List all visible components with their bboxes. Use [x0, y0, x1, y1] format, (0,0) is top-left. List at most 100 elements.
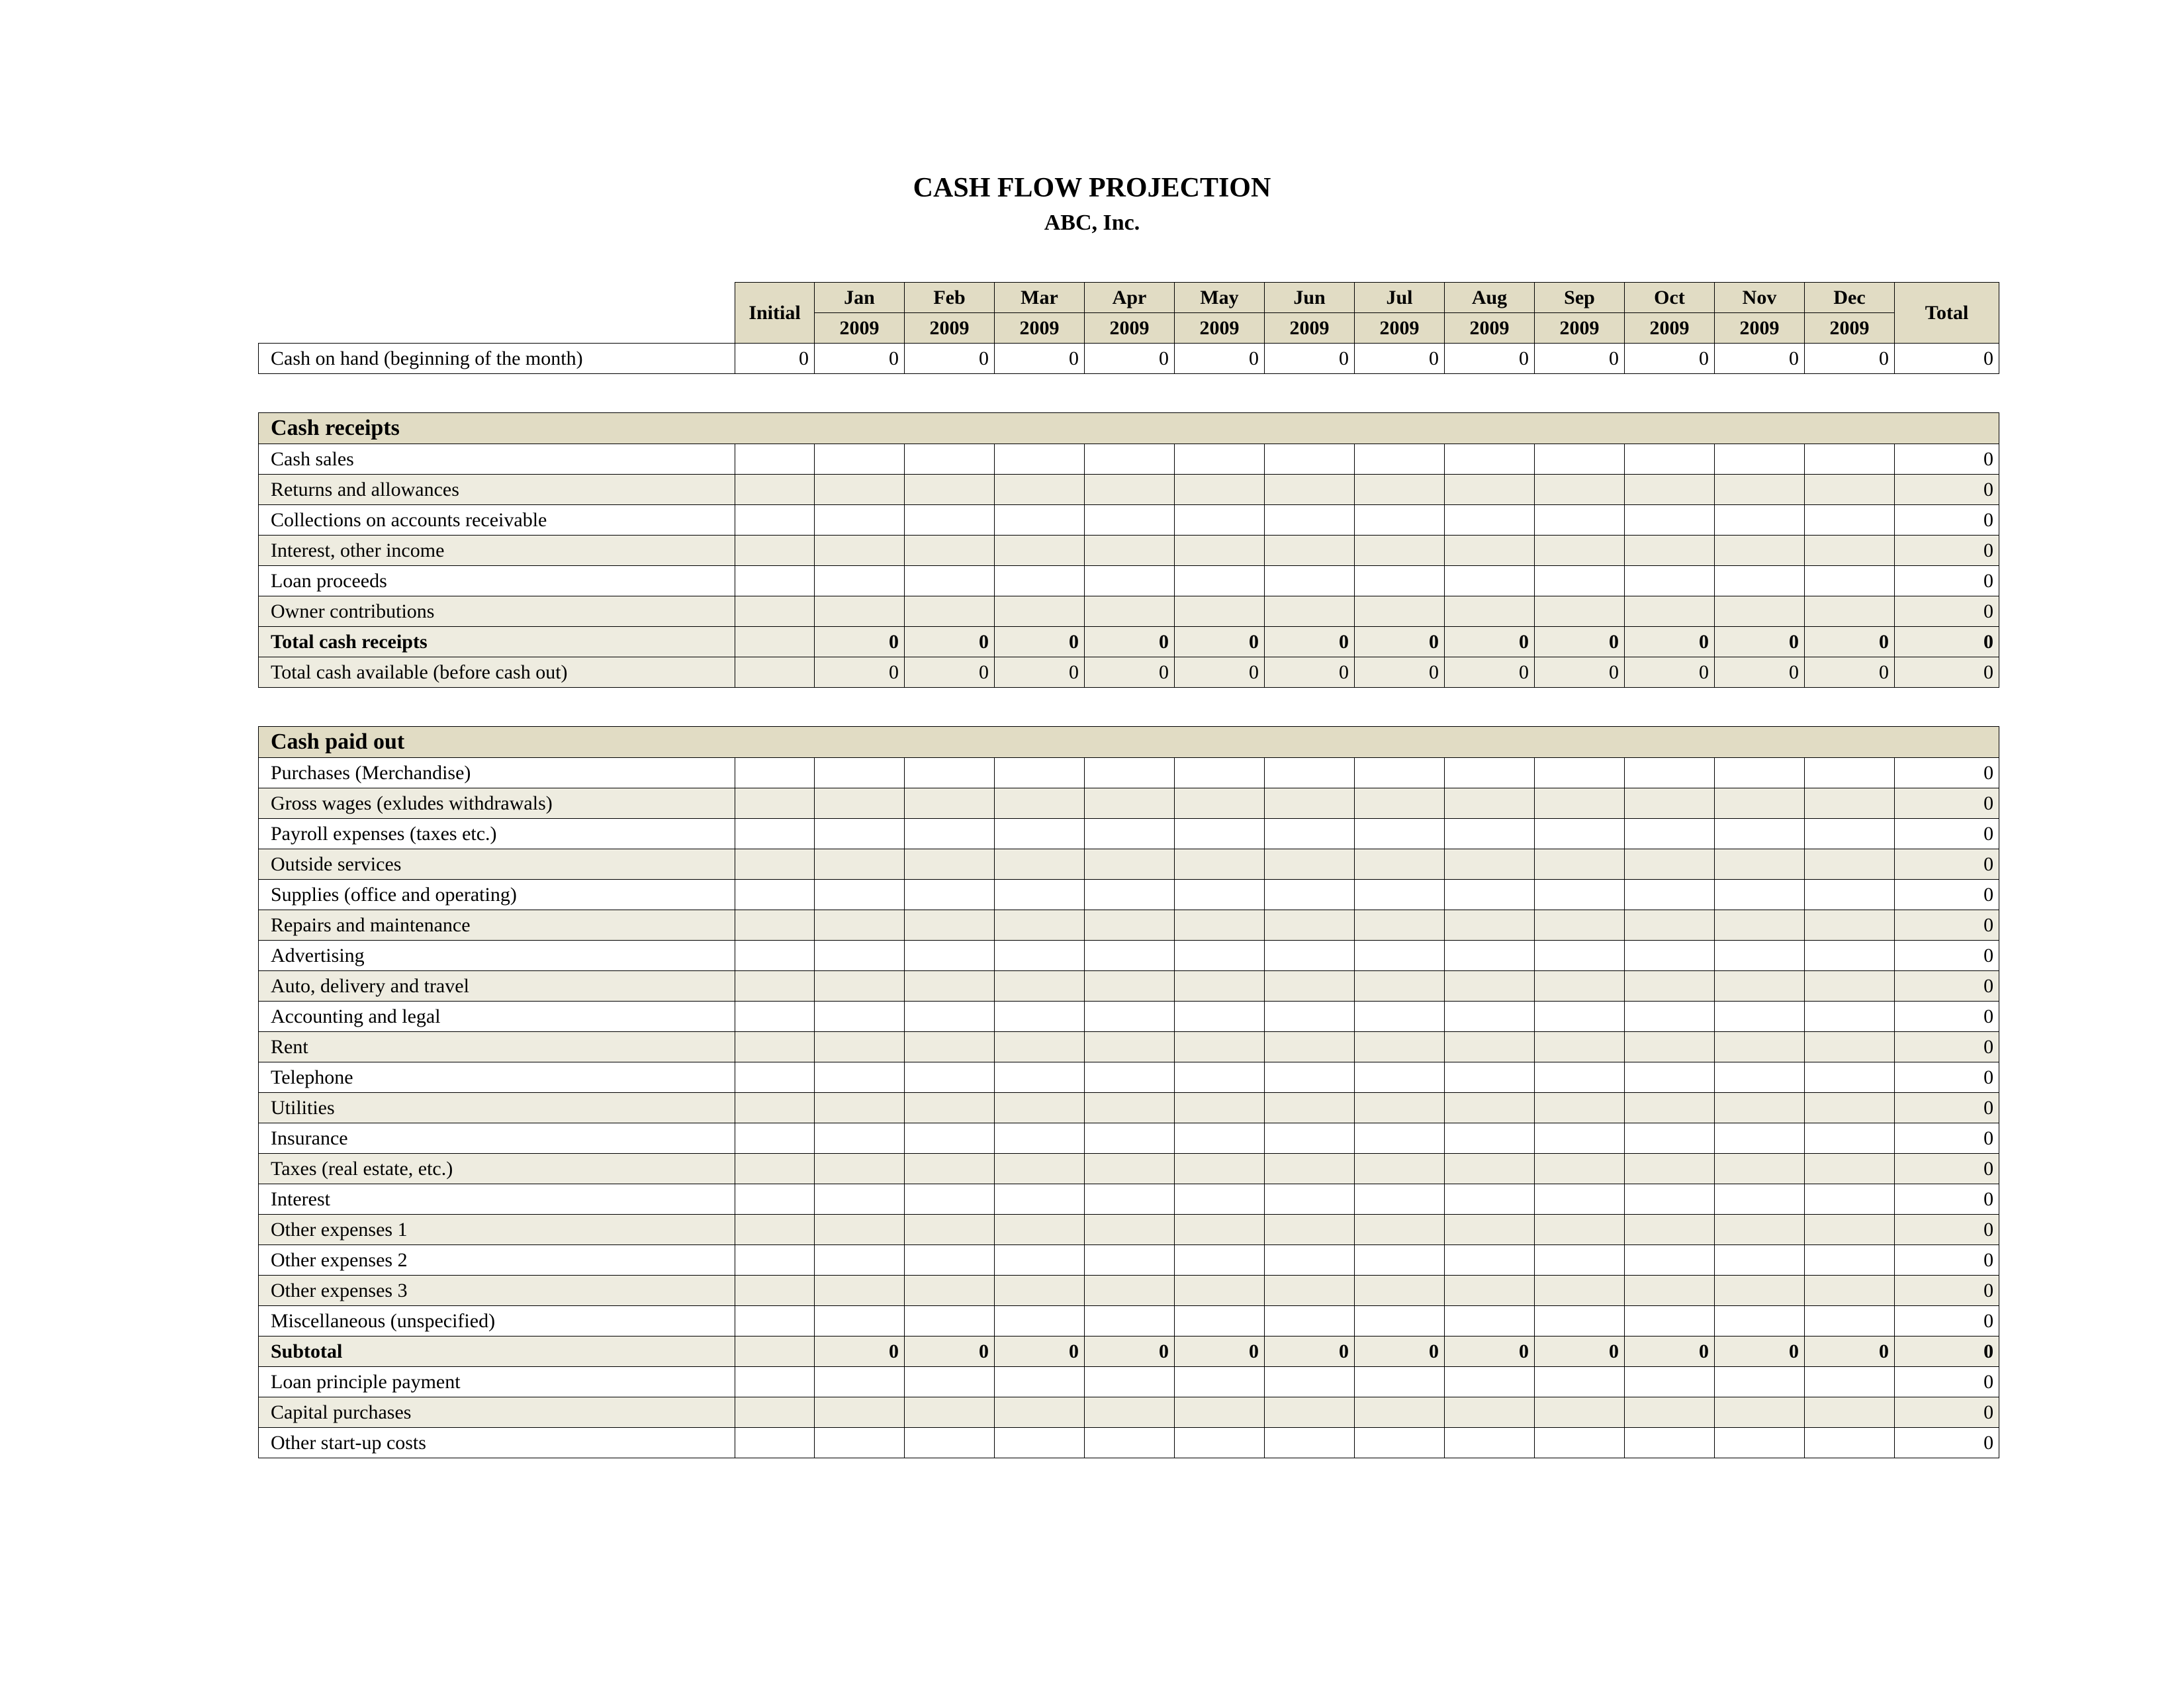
- paidout-row-14-m1: [905, 1184, 995, 1215]
- paidout-after-2-m2: [995, 1428, 1085, 1458]
- paidout-row-6-m9: [1625, 941, 1715, 971]
- paidout-row-14-m5: [1265, 1184, 1355, 1215]
- paidout-row-2-m7: [1445, 819, 1535, 849]
- paidout-row-3-total: 0: [1895, 849, 1999, 880]
- paidout-row-5-m1: [905, 910, 995, 941]
- receipts-row-4-m9: [1625, 566, 1715, 596]
- paidout-row-6-total: 0: [1895, 941, 1999, 971]
- paidout-row-13-m7: [1445, 1154, 1535, 1184]
- receipts-row-2-m10: [1715, 505, 1805, 536]
- paidout-row-7-initial: [735, 971, 815, 1002]
- receipts-row-3-m2: [995, 536, 1085, 566]
- paidout-row-5-total: 0: [1895, 910, 1999, 941]
- paidout-row-1-m11: [1805, 788, 1895, 819]
- col-month-5-top: Jun: [1265, 283, 1355, 313]
- receipts-row-1-m4: [1175, 475, 1265, 505]
- receipts-row-5-m10: [1715, 596, 1805, 627]
- paidout-row-18-m7: [1445, 1306, 1535, 1336]
- paidout-row-7-m5: [1265, 971, 1355, 1002]
- paidout-row-4-m7: [1445, 880, 1535, 910]
- paidout-row-4-initial: [735, 880, 815, 910]
- receipts-row-5-m3: [1085, 596, 1175, 627]
- cash-on-hand-m4: 0: [1175, 344, 1265, 374]
- paidout-row-13-m11: [1805, 1154, 1895, 1184]
- paidout-row-0-m4: [1175, 758, 1265, 788]
- paidout-after-1-m3: [1085, 1397, 1175, 1428]
- paidout-after-2-m7: [1445, 1428, 1535, 1458]
- col-month-8-top: Sep: [1535, 283, 1625, 313]
- cash-on-hand-initial: 0: [735, 344, 815, 374]
- paidout-row-0-total: 0: [1895, 758, 1999, 788]
- paidout-row-7-total: 0: [1895, 971, 1999, 1002]
- paidout-row-16-m6: [1355, 1245, 1445, 1276]
- paidout-row-18-m10: [1715, 1306, 1805, 1336]
- paidout-after-1-initial: [735, 1397, 815, 1428]
- paidout-row-1-m4: [1175, 788, 1265, 819]
- paidout-row-18-m5: [1265, 1306, 1355, 1336]
- receipts-table: Cash receiptsCash sales0Returns and allo…: [258, 412, 1999, 688]
- paidout-row-15-m2: [995, 1215, 1085, 1245]
- paidout-row-12-m3: [1085, 1123, 1175, 1154]
- paidout-row-8-m10: [1715, 1002, 1805, 1032]
- paidout-row-10-total: 0: [1895, 1062, 1999, 1093]
- receipts-row-4-initial: [735, 566, 815, 596]
- total-cash-available-label: Total cash available (before cash out): [259, 657, 735, 688]
- receipts-row-2-m5: [1265, 505, 1355, 536]
- paidout-row-17-m5: [1265, 1276, 1355, 1306]
- paidout-row-15-m10: [1715, 1215, 1805, 1245]
- paidout-row-16-m0: [815, 1245, 905, 1276]
- col-month-0-top: Jan: [815, 283, 905, 313]
- paidout-row-3-m11: [1805, 849, 1895, 880]
- paidout-after-2-initial: [735, 1428, 815, 1458]
- paidout-row-12-m8: [1535, 1123, 1625, 1154]
- paidout-row-8-m11: [1805, 1002, 1895, 1032]
- receipts-row-4-m7: [1445, 566, 1535, 596]
- paidout-after-2-total: 0: [1895, 1428, 1999, 1458]
- paidout-after-2-m9: [1625, 1428, 1715, 1458]
- paidout-after-2-m6: [1355, 1428, 1445, 1458]
- paidout-row-9-label: Rent: [259, 1032, 735, 1062]
- col-month-9-bot: 2009: [1625, 313, 1715, 344]
- paidout-row-8-m5: [1265, 1002, 1355, 1032]
- paidout-row-5-m6: [1355, 910, 1445, 941]
- paidout-row-10-initial: [735, 1062, 815, 1093]
- paidout-after-0-m3: [1085, 1367, 1175, 1397]
- paidout-after-1-m5: [1265, 1397, 1355, 1428]
- paidout-row-2-m4: [1175, 819, 1265, 849]
- receipts-row-2-m6: [1355, 505, 1445, 536]
- paidout-row-12-m9: [1625, 1123, 1715, 1154]
- total-cash-receipts-m0: 0: [815, 627, 905, 657]
- paidout-row-17-initial: [735, 1276, 815, 1306]
- paidout-row-17-m2: [995, 1276, 1085, 1306]
- paidout-row-8-m3: [1085, 1002, 1175, 1032]
- paidout-row-8-m2: [995, 1002, 1085, 1032]
- col-total: Total: [1895, 283, 1999, 344]
- paidout-row-10-m9: [1625, 1062, 1715, 1093]
- paidout-row-18-m9: [1625, 1306, 1715, 1336]
- cash-on-hand-m1: 0: [905, 344, 995, 374]
- receipts-row-1-m2: [995, 475, 1085, 505]
- receipts-row-2-m4: [1175, 505, 1265, 536]
- paidout-after-1-m8: [1535, 1397, 1625, 1428]
- receipts-row-2-m9: [1625, 505, 1715, 536]
- paidout-row-4-m3: [1085, 880, 1175, 910]
- receipts-row-0-m2: [995, 444, 1085, 475]
- col-initial: Initial: [735, 283, 815, 344]
- paidout-row-8-initial: [735, 1002, 815, 1032]
- receipts-row-0-initial: [735, 444, 815, 475]
- paidout-row-15-total: 0: [1895, 1215, 1999, 1245]
- total-cash-available-m10: 0: [1715, 657, 1805, 688]
- paidout-row-11-m2: [995, 1093, 1085, 1123]
- paidout-row-11-m6: [1355, 1093, 1445, 1123]
- paidout-subtotal-m11: 0: [1805, 1336, 1895, 1367]
- receipts-row-4-m1: [905, 566, 995, 596]
- paidout-row-4-m8: [1535, 880, 1625, 910]
- paidout-row-5-label: Repairs and maintenance: [259, 910, 735, 941]
- paidout-after-2-m5: [1265, 1428, 1355, 1458]
- paidout-row-13-m1: [905, 1154, 995, 1184]
- paidout-after-1-label: Capital purchases: [259, 1397, 735, 1428]
- paidout-row-8-total: 0: [1895, 1002, 1999, 1032]
- receipts-row-3-m1: [905, 536, 995, 566]
- paidout-row-16-m8: [1535, 1245, 1625, 1276]
- paidout-row-11-label: Utilities: [259, 1093, 735, 1123]
